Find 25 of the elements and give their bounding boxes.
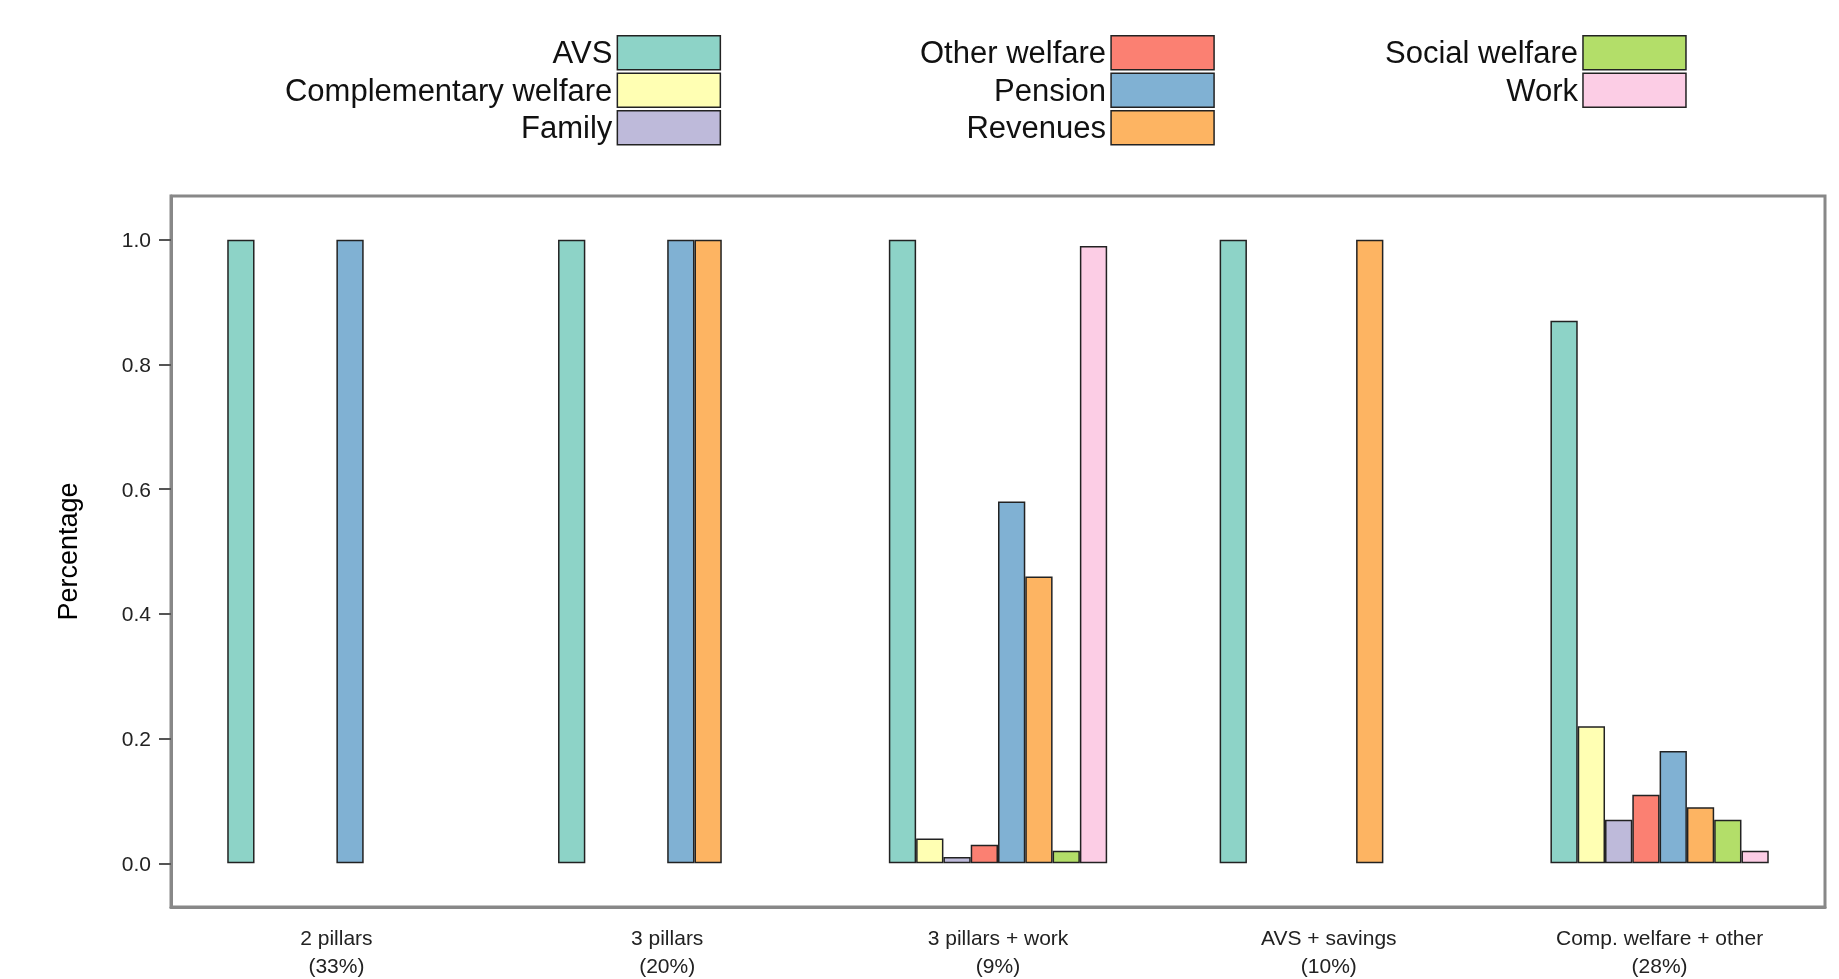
y-tick-label: 0.8 xyxy=(121,352,151,376)
x-tick-label: 2 pillars (33%) xyxy=(300,925,373,977)
bar xyxy=(1356,239,1384,864)
x-tick-label: AVS + savings (10%) xyxy=(1261,925,1397,977)
x-tick-label: Comp. welfare + other (28%) xyxy=(1556,925,1764,977)
legend-label: Other welfare xyxy=(920,35,1107,71)
x-tick-label: 3 pillars (20%) xyxy=(631,925,704,977)
y-tick-label: 0.0 xyxy=(121,851,151,875)
bar xyxy=(227,239,255,864)
y-tick-label: 0.6 xyxy=(121,477,151,501)
legend-label: AVS xyxy=(552,35,613,71)
y-tick-label: 0.4 xyxy=(121,602,152,626)
bar xyxy=(1219,239,1247,864)
legend-label: Family xyxy=(521,110,613,146)
legend-label: Complementary welfare xyxy=(284,72,613,108)
bar xyxy=(558,239,586,864)
legend-label: Work xyxy=(1506,72,1579,108)
legend-label: Social welfare xyxy=(1384,35,1578,71)
x-tick-label: 3 pillars + work (9%) xyxy=(927,925,1069,977)
bar xyxy=(336,239,364,864)
y-axis-title: Percentage xyxy=(52,482,83,621)
y-tick-label: 1.0 xyxy=(121,228,151,252)
legend-label: Revenues xyxy=(966,110,1107,146)
y-tick-label: 0.2 xyxy=(121,727,151,751)
legend-label: Pension xyxy=(994,72,1107,108)
